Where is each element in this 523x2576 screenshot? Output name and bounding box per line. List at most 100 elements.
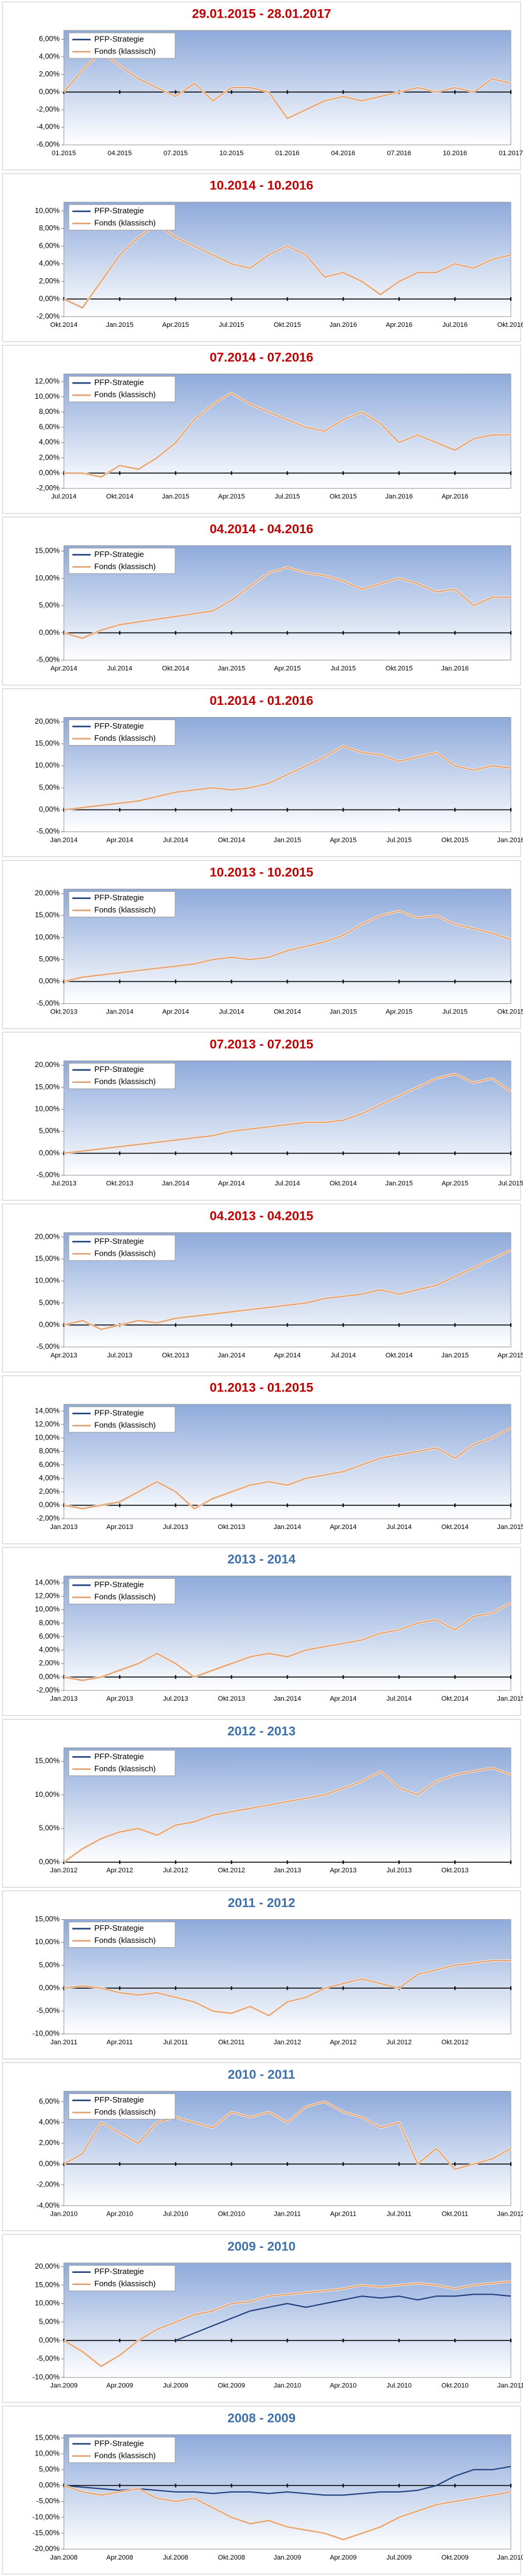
x-tick-label: Apr.2014 bbox=[106, 836, 133, 844]
y-tick-label: 10,00% bbox=[35, 1105, 60, 1113]
x-tick-label: Jul.2016 bbox=[442, 321, 468, 329]
x-tick-label: Apr.2010 bbox=[106, 2211, 133, 2218]
x-tick-label: Apr.2009 bbox=[106, 2382, 133, 2390]
y-tick-label: 6,00% bbox=[39, 2097, 60, 2105]
x-tick-label: Jan.2012 bbox=[274, 2039, 301, 2046]
legend-label: PFP-Strategie bbox=[94, 2267, 144, 2276]
x-tick-label: Jan.2015 bbox=[441, 1352, 468, 1359]
x-tick-label: Jul.2013 bbox=[163, 1695, 189, 1703]
x-tick-label: Okt.2014 bbox=[442, 1524, 469, 1531]
y-tick-label: -5,00% bbox=[36, 2497, 60, 2505]
chart-title: 2012 - 2013 bbox=[227, 1724, 296, 1738]
y-tick-label: 15,00% bbox=[35, 1915, 60, 1923]
x-tick-label: Okt.2013 bbox=[218, 1524, 245, 1531]
y-tick-label: 5,00% bbox=[39, 601, 60, 609]
legend bbox=[68, 32, 176, 59]
y-tick-label: 0,00% bbox=[39, 1672, 60, 1681]
y-tick-label: 10,00% bbox=[35, 1433, 60, 1442]
legend bbox=[68, 376, 176, 402]
legend bbox=[68, 1406, 176, 1433]
x-tick-label: Jan.2015 bbox=[218, 665, 245, 672]
y-tick-label: 0,00% bbox=[39, 294, 60, 303]
y-tick-label: 4,00% bbox=[39, 259, 60, 268]
y-tick-label: 2,00% bbox=[39, 1487, 60, 1496]
x-tick-label: Jul.2014 bbox=[275, 1180, 300, 1188]
x-tick-label: Okt.2009 bbox=[442, 2554, 469, 2561]
x-tick-label: Okt.2015 bbox=[386, 665, 413, 672]
legend-label: Fonds (klassisch) bbox=[94, 1248, 156, 1258]
x-tick-label: Jul.2010 bbox=[386, 2382, 412, 2390]
legend bbox=[68, 719, 176, 746]
x-tick-label: Jan.2009 bbox=[274, 2554, 301, 2561]
y-tick-label: 15,00% bbox=[35, 1082, 60, 1091]
x-tick-label: Jul.2012 bbox=[163, 1867, 189, 1874]
x-tick-label: Jan.2015 bbox=[274, 836, 301, 844]
y-tick-label: -10,00% bbox=[32, 2029, 60, 2038]
x-tick-label: Jan.2011 bbox=[274, 2211, 300, 2218]
y-tick-label: 8,00% bbox=[39, 224, 60, 233]
y-tick-label: 5,00% bbox=[39, 2465, 60, 2473]
x-tick-label: Jan.2013 bbox=[50, 1524, 77, 1531]
x-tick-label: Apr.2016 bbox=[386, 321, 412, 329]
x-tick-label: Jan.2012 bbox=[50, 1867, 77, 1874]
legend-label: PFP-Strategie bbox=[94, 1923, 144, 1933]
legend-label: PFP-Strategie bbox=[94, 206, 144, 215]
y-tick-label: 0,00% bbox=[39, 2159, 60, 2168]
legend-label: PFP-Strategie bbox=[94, 34, 144, 43]
legend-label: Fonds (klassisch) bbox=[94, 1764, 156, 1773]
x-tick-label: Jul.2014 bbox=[386, 1695, 412, 1703]
x-tick-label: Apr.2015 bbox=[218, 493, 245, 500]
x-tick-label: 07.2015 bbox=[164, 150, 188, 157]
y-tick-label: 20,00% bbox=[35, 889, 60, 897]
x-tick-label: Okt.2015 bbox=[442, 836, 469, 844]
x-tick-label: Jul.2015 bbox=[331, 665, 356, 672]
y-tick-label: 15,00% bbox=[35, 739, 60, 747]
y-tick-label: 15,00% bbox=[35, 1254, 60, 1262]
y-tick-label: 4,00% bbox=[39, 438, 60, 446]
y-tick-label: -10,00% bbox=[32, 2513, 60, 2521]
series-line bbox=[64, 392, 511, 478]
y-tick-label: 12,00% bbox=[35, 377, 60, 385]
y-tick-label: 10,00% bbox=[35, 1276, 60, 1285]
x-tick-label: Jul.2011 bbox=[387, 2211, 412, 2218]
y-tick-label: 14,00% bbox=[35, 1578, 60, 1586]
legend-label: Fonds (klassisch) bbox=[94, 219, 156, 228]
y-tick-label: 10,00% bbox=[35, 2299, 60, 2308]
y-tick-label: 0,00% bbox=[39, 1500, 60, 1509]
x-tick-label: Apr.2015 bbox=[330, 836, 356, 844]
x-tick-label: Okt.2012 bbox=[218, 1867, 245, 1874]
x-tick-label: Okt.2014 bbox=[50, 321, 78, 329]
x-tick-label: Okt.2014 bbox=[106, 493, 134, 500]
x-tick-label: Apr.2015 bbox=[386, 1009, 412, 1016]
x-tick-label: Apr.2014 bbox=[218, 1180, 245, 1188]
x-tick-label: 10.2016 bbox=[443, 150, 467, 157]
x-tick-label: Jan.2012 bbox=[497, 2211, 523, 2218]
y-tick-label: 5,00% bbox=[39, 783, 60, 791]
legend-label: Fonds (klassisch) bbox=[94, 562, 156, 571]
y-tick-label: 8,00% bbox=[39, 407, 60, 416]
legend-label: Fonds (klassisch) bbox=[94, 905, 156, 914]
y-tick-label: 15,00% bbox=[35, 547, 60, 555]
x-tick-label: Apr.2014 bbox=[274, 1352, 300, 1359]
x-tick-label: Okt.2014 bbox=[330, 1180, 357, 1188]
y-tick-label: 2,00% bbox=[39, 1659, 60, 1667]
y-tick-label: -4,00% bbox=[36, 122, 60, 131]
y-tick-label: 10,00% bbox=[35, 206, 60, 215]
legend-label: Fonds (klassisch) bbox=[94, 2107, 156, 2116]
x-tick-label: Apr.2014 bbox=[162, 1009, 189, 1016]
x-tick-label: Jan.2014 bbox=[274, 1524, 301, 1531]
legend-label: Fonds (klassisch) bbox=[94, 1936, 156, 1945]
chart-title: 07.2013 - 07.2015 bbox=[210, 1037, 314, 1051]
y-tick-label: -2,00% bbox=[36, 2180, 60, 2189]
y-tick-label: 5,00% bbox=[39, 2317, 60, 2326]
x-tick-label: Jan.2011 bbox=[497, 2382, 523, 2390]
x-tick-label: Okt.2010 bbox=[442, 2382, 469, 2390]
x-tick-label: Apr.2014 bbox=[50, 665, 77, 672]
x-tick-label: Jan.2016 bbox=[441, 665, 468, 672]
chart-title: 2008 - 2009 bbox=[227, 2411, 296, 2425]
y-tick-label: 0,00% bbox=[39, 2336, 60, 2344]
x-tick-label: 04.2016 bbox=[331, 150, 355, 157]
y-tick-label: 2,00% bbox=[39, 453, 60, 461]
x-tick-label: Apr.2014 bbox=[330, 1695, 356, 1703]
y-tick-label: 10,00% bbox=[35, 1605, 60, 1614]
